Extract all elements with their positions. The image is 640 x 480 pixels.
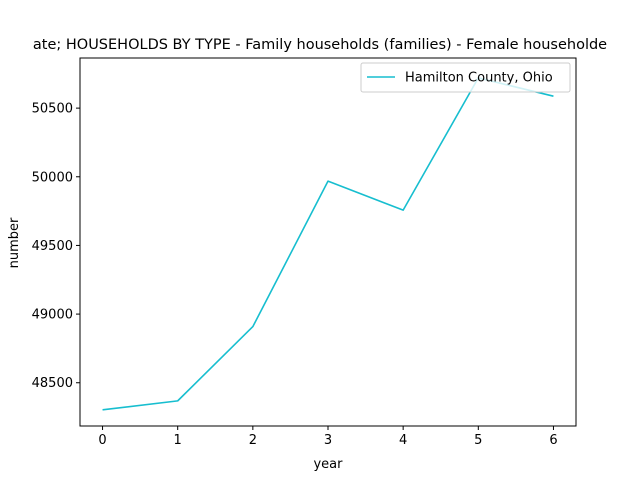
x-tick-label: 1 xyxy=(174,433,182,448)
y-tick-label: 50000 xyxy=(32,170,73,185)
chart-title: ate; HOUSEHOLDS BY TYPE - Family househo… xyxy=(33,37,607,53)
legend-label: Hamilton County, Ohio xyxy=(405,71,553,86)
x-axis-label: year xyxy=(313,457,343,472)
legend-box xyxy=(360,62,571,93)
y-tick-label: 49000 xyxy=(32,308,73,323)
x-tick-label: 3 xyxy=(324,433,332,448)
y-axis-label: number xyxy=(7,217,22,268)
x-tick-label: 5 xyxy=(474,433,482,448)
y-tick-label: 50500 xyxy=(32,102,73,117)
y-tick-label: 49500 xyxy=(32,239,73,254)
y-tick-label: 48500 xyxy=(32,376,73,391)
legend: Hamilton County, Ohio xyxy=(360,62,571,93)
x-tick-label: 2 xyxy=(249,433,257,448)
x-tick-label: 4 xyxy=(399,433,407,448)
x-tick-label: 0 xyxy=(98,433,106,448)
x-tick-label: 6 xyxy=(549,433,557,448)
